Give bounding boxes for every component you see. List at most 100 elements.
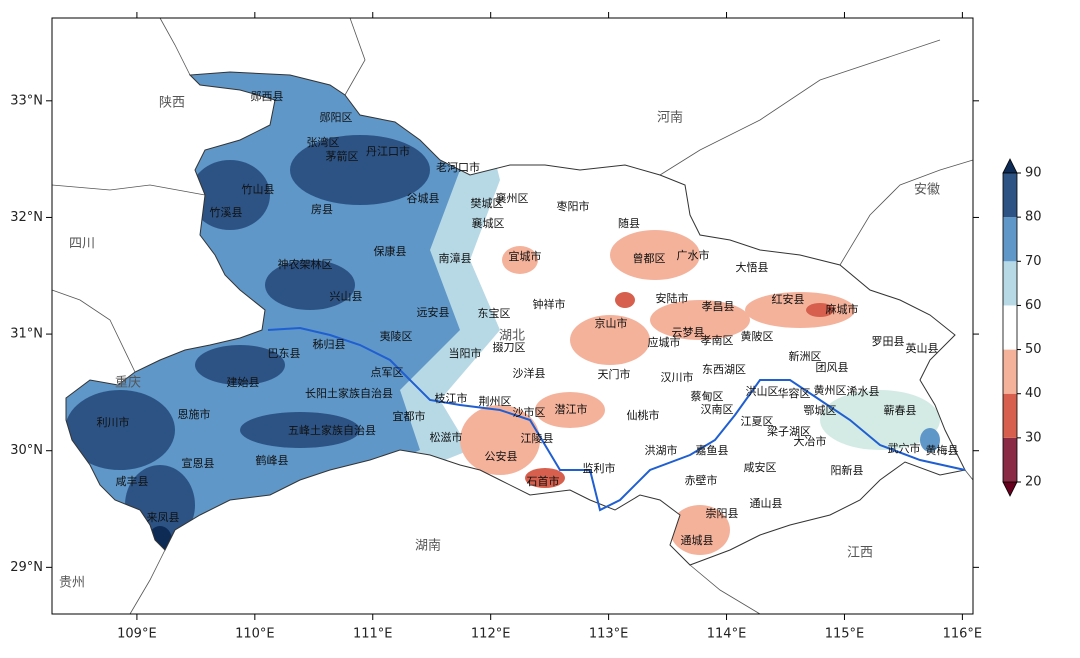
field-red xyxy=(525,468,565,488)
place-label: 英山县 xyxy=(906,341,939,355)
place-label: 保康县 xyxy=(374,244,407,258)
place-label: 广水市 xyxy=(677,248,710,262)
place-label: 来凤县 xyxy=(147,511,180,524)
field-dark xyxy=(66,390,175,470)
place-label: 江陵县 xyxy=(521,432,554,445)
place-label: 当阳市 xyxy=(449,346,482,360)
x-tick-label: 116°E xyxy=(943,627,983,642)
place-label: 罗田县 xyxy=(872,335,905,348)
place-label: 樊城区 xyxy=(471,196,504,210)
colorbar-tick-label: 20 xyxy=(1025,475,1042,490)
field-salmon xyxy=(460,405,540,475)
province-label: 贵州 xyxy=(59,576,85,591)
field-salmon xyxy=(535,392,605,428)
field-salmon xyxy=(745,292,855,328)
colorbar-tick-label: 90 xyxy=(1025,166,1042,181)
field-blue xyxy=(920,428,940,452)
field-mint xyxy=(820,390,940,450)
colorbar-band xyxy=(1003,173,1017,218)
place-label: 神农架林区 xyxy=(278,257,333,271)
place-label: 浠水县 xyxy=(847,384,880,398)
province-label: 安徽 xyxy=(914,183,940,198)
place-label: 荆州区 xyxy=(479,395,512,408)
field-red xyxy=(806,303,834,317)
place-label: 竹山县 xyxy=(242,182,275,196)
province-label: 湖北 xyxy=(499,329,525,344)
place-label: 随县 xyxy=(618,216,640,230)
colorbar-over xyxy=(1002,158,1018,174)
place-label: 梁子湖区 xyxy=(767,424,811,438)
x-tick-label: 113°E xyxy=(589,627,629,642)
field-red xyxy=(615,292,635,308)
place-label: 恩施市 xyxy=(178,407,211,421)
place-label: 云梦县 xyxy=(672,326,705,339)
place-label: 巴东县 xyxy=(268,347,301,360)
colorbar-band xyxy=(1003,437,1017,482)
place-label: 孝昌县 xyxy=(702,300,735,313)
place-label: 枝江市 xyxy=(435,391,468,405)
place-label: 江夏区 xyxy=(741,415,774,428)
x-tick-label: 109°E xyxy=(117,627,157,642)
place-label: 张湾区 xyxy=(307,135,340,149)
place-label: 安陆市 xyxy=(656,291,689,305)
place-label: 掇刀区 xyxy=(493,341,526,354)
place-label: 沙洋县 xyxy=(513,366,546,380)
place-label: 麻城市 xyxy=(826,302,859,316)
place-label: 嘉鱼县 xyxy=(696,443,729,457)
place-label: 竹溪县 xyxy=(210,205,243,219)
place-label: 宜都市 xyxy=(393,409,426,423)
place-label: 房县 xyxy=(311,203,333,216)
colorbar-tick-label: 80 xyxy=(1025,210,1042,225)
field-dark xyxy=(195,345,285,385)
place-label: 公安县 xyxy=(485,449,518,463)
place-label: 曾都区 xyxy=(633,251,666,265)
labels: 109°E 110°E 111°E 112°E 113°E 114°E 115°E 116°E… xyxy=(10,12,1042,642)
field-dark xyxy=(190,160,270,230)
place-label: 孝南区 xyxy=(701,334,734,347)
place-label: 蔡甸区 xyxy=(691,390,724,403)
place-label: 洪山区 xyxy=(746,384,779,398)
province-label: 河南 xyxy=(657,110,683,126)
place-label: 谷城县 xyxy=(407,192,440,205)
place-label: 黄州区 xyxy=(814,383,847,397)
place-label: 长阳土家族自治县 xyxy=(305,386,393,400)
place-label: 东西湖区 xyxy=(702,363,746,376)
place-label: 建始县 xyxy=(227,375,260,389)
colorbar-tick-label: 60 xyxy=(1025,298,1042,313)
x-tick-label: 114°E xyxy=(707,627,747,642)
place-label: 茅箭区 xyxy=(326,149,359,163)
place-label: 五峰土家族自治县 xyxy=(288,423,376,437)
place-label: 襄州区 xyxy=(496,191,529,205)
province-label: 湖南 xyxy=(415,538,441,554)
place-label: 沙市区 xyxy=(513,405,546,419)
place-label: 大冶市 xyxy=(794,434,827,448)
place-label: 黄陂区 xyxy=(741,329,774,343)
place-label: 郧阳区 xyxy=(320,111,353,124)
colorbar-band xyxy=(1003,217,1017,262)
place-label: 华容区 xyxy=(778,386,811,400)
field-dark xyxy=(265,260,355,310)
province-label: 重庆 xyxy=(115,375,141,391)
place-label: 鄂城区 xyxy=(804,404,837,417)
field-salmon xyxy=(650,300,750,340)
field-dark xyxy=(240,412,360,448)
place-label: 秭归县 xyxy=(313,337,346,351)
y-tick-label: 32°N xyxy=(10,210,43,225)
province-label: 江西 xyxy=(847,546,873,561)
place-label: 黄梅县 xyxy=(926,443,959,457)
place-label: 赤壁市 xyxy=(685,473,718,487)
place-label: 咸安区 xyxy=(744,460,777,474)
place-label: 京山市 xyxy=(595,316,628,330)
place-label: 宜城市 xyxy=(509,249,542,263)
place-label: 点军区 xyxy=(371,366,404,379)
place-label: 阳新县 xyxy=(831,463,864,477)
colorbar-tick-label: 40 xyxy=(1025,386,1042,401)
place-label: 钟祥市 xyxy=(533,297,566,311)
x-tick-label: 115°E xyxy=(825,627,865,642)
place-label: 大悟县 xyxy=(736,260,769,274)
colorbar-band xyxy=(1003,393,1017,438)
place-label: 枣阳市 xyxy=(557,199,590,213)
colorbar-band xyxy=(1003,305,1017,350)
place-label: 远安县 xyxy=(417,305,450,319)
